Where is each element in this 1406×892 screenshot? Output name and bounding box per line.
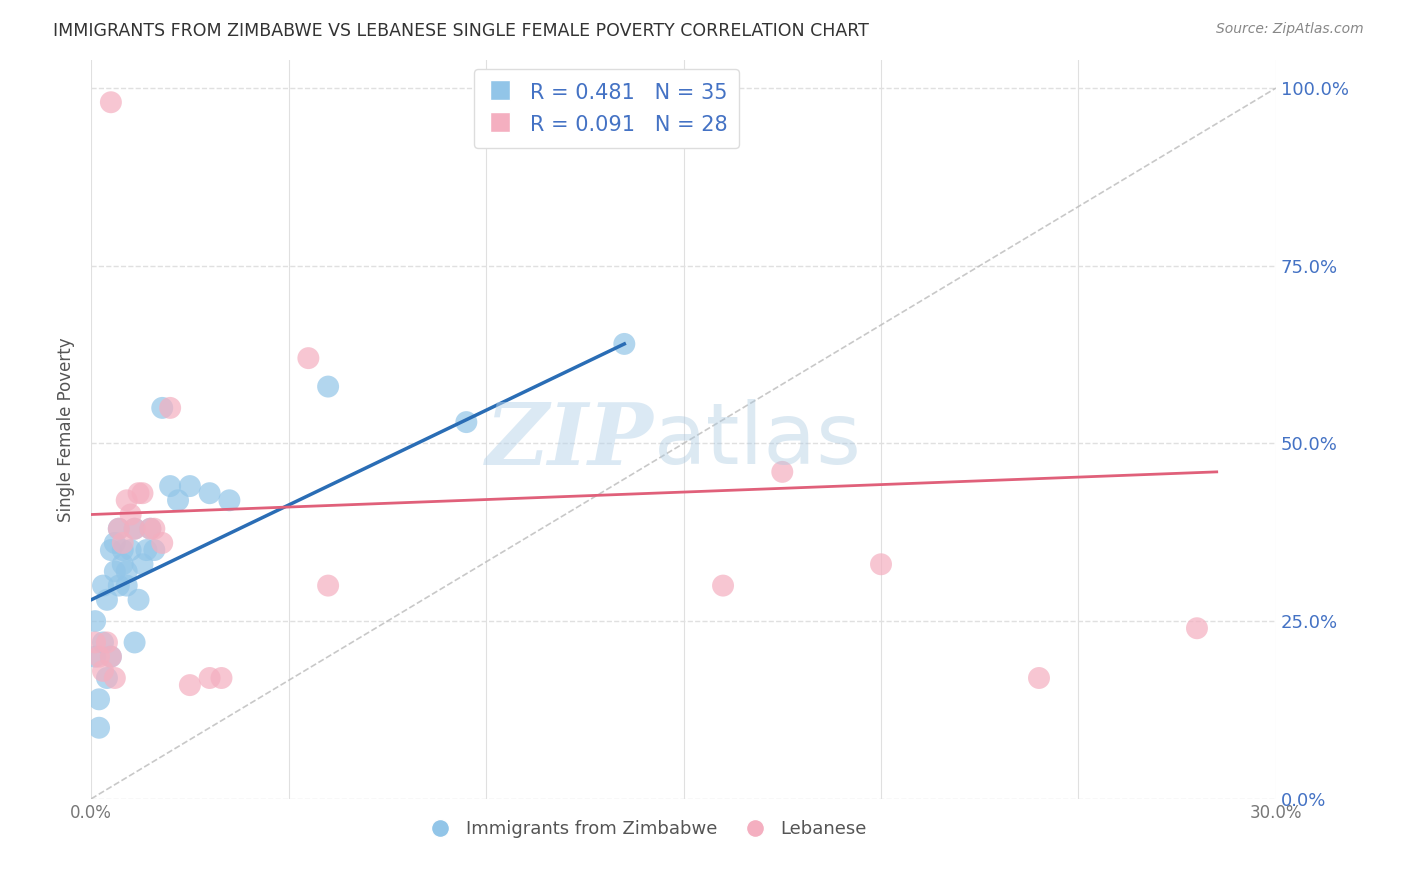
Text: atlas: atlas bbox=[654, 399, 862, 482]
Legend: Immigrants from Zimbabwe, Lebanese: Immigrants from Zimbabwe, Lebanese bbox=[422, 813, 873, 846]
Text: IMMIGRANTS FROM ZIMBABWE VS LEBANESE SINGLE FEMALE POVERTY CORRELATION CHART: IMMIGRANTS FROM ZIMBABWE VS LEBANESE SIN… bbox=[53, 22, 869, 40]
Point bbox=[104, 671, 127, 685]
Point bbox=[96, 671, 118, 685]
Point bbox=[96, 635, 118, 649]
Point bbox=[124, 522, 146, 536]
Point bbox=[107, 522, 129, 536]
Point bbox=[91, 578, 114, 592]
Point bbox=[159, 479, 181, 493]
Point bbox=[111, 558, 134, 572]
Point bbox=[211, 671, 233, 685]
Text: ZIP: ZIP bbox=[486, 399, 654, 482]
Point bbox=[613, 337, 636, 351]
Point bbox=[124, 522, 146, 536]
Point bbox=[100, 649, 122, 664]
Point bbox=[100, 95, 122, 110]
Point bbox=[179, 479, 201, 493]
Point bbox=[120, 543, 142, 558]
Point bbox=[770, 465, 793, 479]
Point bbox=[120, 508, 142, 522]
Point bbox=[150, 401, 173, 415]
Point bbox=[111, 543, 134, 558]
Point bbox=[115, 565, 138, 579]
Point bbox=[316, 578, 339, 592]
Point bbox=[128, 486, 150, 500]
Point bbox=[218, 493, 240, 508]
Point bbox=[111, 536, 134, 550]
Point bbox=[100, 649, 122, 664]
Text: Source: ZipAtlas.com: Source: ZipAtlas.com bbox=[1216, 22, 1364, 37]
Point bbox=[91, 664, 114, 678]
Point bbox=[150, 536, 173, 550]
Point bbox=[135, 543, 157, 558]
Point bbox=[870, 558, 893, 572]
Point bbox=[100, 543, 122, 558]
Point bbox=[104, 565, 127, 579]
Point bbox=[87, 692, 110, 706]
Point bbox=[115, 578, 138, 592]
Point bbox=[96, 592, 118, 607]
Point bbox=[115, 493, 138, 508]
Point bbox=[104, 536, 127, 550]
Point bbox=[131, 486, 153, 500]
Point bbox=[143, 543, 166, 558]
Point bbox=[1185, 621, 1208, 635]
Point bbox=[87, 721, 110, 735]
Point bbox=[139, 522, 162, 536]
Point bbox=[84, 635, 107, 649]
Point bbox=[139, 522, 162, 536]
Point bbox=[87, 649, 110, 664]
Point bbox=[107, 578, 129, 592]
Point bbox=[91, 635, 114, 649]
Point bbox=[131, 558, 153, 572]
Point bbox=[1028, 671, 1050, 685]
Point bbox=[107, 522, 129, 536]
Point bbox=[84, 649, 107, 664]
Point bbox=[456, 415, 478, 429]
Point bbox=[143, 522, 166, 536]
Point bbox=[316, 379, 339, 393]
Point bbox=[711, 578, 734, 592]
Point bbox=[84, 614, 107, 628]
Point bbox=[159, 401, 181, 415]
Point bbox=[124, 635, 146, 649]
Point bbox=[198, 486, 221, 500]
Point bbox=[198, 671, 221, 685]
Point bbox=[179, 678, 201, 692]
Point bbox=[297, 351, 319, 365]
Y-axis label: Single Female Poverty: Single Female Poverty bbox=[58, 337, 75, 522]
Point bbox=[128, 592, 150, 607]
Point bbox=[167, 493, 190, 508]
